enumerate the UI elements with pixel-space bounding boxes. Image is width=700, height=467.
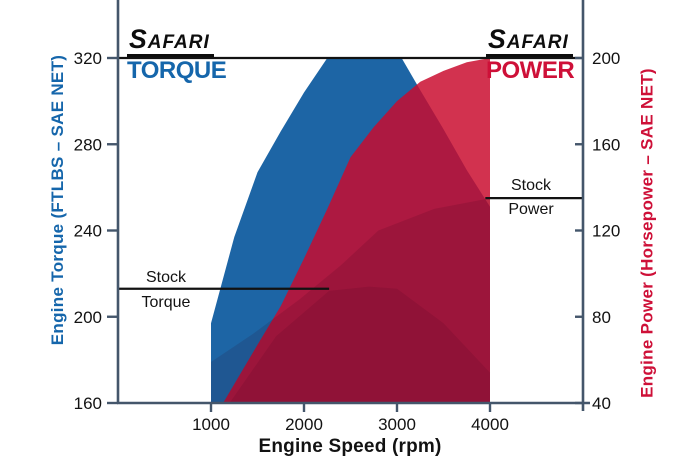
tick-label: 1000 [192, 415, 230, 434]
tick-label: 160 [74, 394, 102, 413]
series-stock-torque [229, 286, 490, 403]
stock-torque-label-line2: Torque [141, 294, 191, 311]
series-stock-power [211, 198, 490, 403]
tick-label: 280 [74, 135, 102, 154]
left-axis-title: Engine Torque (FTLBS – SAE NET) [48, 54, 67, 346]
stock-torque-label-line1: Stock [145, 269, 186, 286]
legend-safari-power: SAFARI POWER [486, 29, 575, 84]
tick-label: 120 [592, 222, 620, 241]
tick-label: 2000 [285, 415, 323, 434]
legend-torque-label: TORQUE [127, 57, 227, 84]
tick-label: 4000 [471, 415, 509, 434]
tick-label: 160 [592, 135, 620, 154]
tick-label: 240 [74, 222, 102, 241]
tick-label: 80 [592, 308, 611, 327]
safari-logo-torque: SAFARI [127, 29, 214, 57]
safari-logo-power: SAFARI [486, 29, 573, 57]
legend-safari-torque: SAFARI TORQUE [127, 29, 227, 84]
right-axis-title: Engine Power (Horsepower – SAE NET) [637, 68, 657, 398]
tick-label: 3000 [378, 415, 416, 434]
series-safari-power [223, 58, 490, 403]
stock-power-label-line1: Stock [510, 177, 551, 194]
legend-power-label: POWER [486, 57, 575, 84]
tick-label: 40 [592, 394, 611, 413]
x-axis-title: Engine Speed (rpm) [258, 436, 442, 457]
tick-label: 200 [592, 49, 620, 68]
stock-power-label-line2: Power [508, 201, 554, 218]
tick-label: 320 [74, 49, 102, 68]
tick-label: 200 [74, 308, 102, 327]
